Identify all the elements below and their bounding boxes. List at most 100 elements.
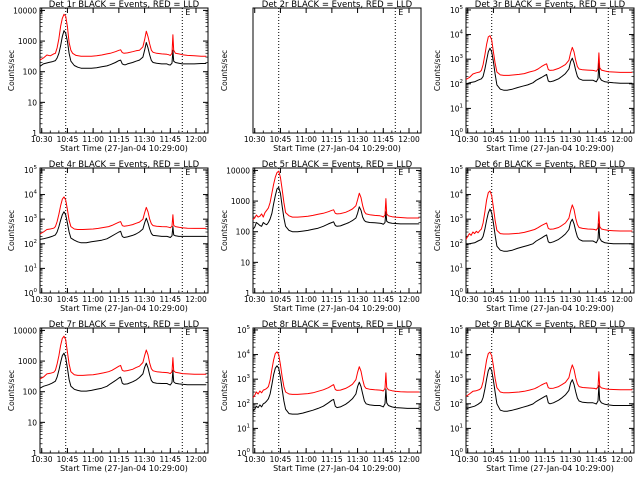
detector-panel-1: Det 1r BLACK = Events, RED = LLD 10:30 10:…	[7, 0, 209, 153]
x-tick-label: 11:15	[321, 455, 343, 464]
x-tick-label: 11:15	[321, 135, 343, 144]
x-tick-label: 11:45	[159, 295, 181, 304]
bracket-marker: E	[185, 168, 190, 177]
y-axis-label: Counts/sec	[220, 210, 229, 251]
x-tick-label: 10:30	[31, 135, 53, 144]
x-axis-label: Start Time (27-Jan-04 10:29:00)	[273, 144, 401, 153]
events-series-line	[39, 211, 207, 244]
x-tick-label: 11:30	[347, 455, 369, 464]
y-tick-label: 1000	[18, 357, 37, 366]
bracket-marker: E	[611, 168, 616, 177]
x-tick-label: 11:15	[534, 455, 556, 464]
events-series-line	[465, 47, 633, 91]
x-tick-label: 10:30	[457, 135, 479, 144]
y-tick-label: 102	[450, 79, 463, 89]
panel-title: Det 2r BLACK = Events, RED = LLD	[262, 0, 413, 10]
x-tick-label: 11:45	[159, 135, 181, 144]
y-tick-label: 100	[450, 448, 464, 458]
detector-panel-8: Det 8r BLACK = Events, RED = LLD 10:30 10:…	[220, 320, 422, 473]
x-tick-label: 12:00	[611, 455, 633, 464]
y-tick-label: 102	[450, 399, 463, 409]
lld-series-line	[39, 196, 207, 235]
x-tick-label: 11:00	[295, 135, 317, 144]
x-tick-label: 11:00	[82, 455, 104, 464]
detector-panel-9: Det 9r BLACK = Events, RED = LLD 10:30 10:…	[433, 320, 635, 473]
y-tick-label: 1000	[231, 197, 250, 206]
x-axis-label: Start Time (27-Jan-04 10:29:00)	[60, 304, 188, 313]
x-tick-label: 11:30	[347, 295, 369, 304]
y-axis-label: Counts/sec	[433, 50, 442, 91]
plot-frame	[465, 7, 635, 134]
x-tick-label: 11:15	[108, 455, 130, 464]
y-tick-label: 105	[24, 165, 38, 175]
y-tick-label: 10	[27, 98, 37, 107]
y-tick-label: 105	[450, 325, 464, 335]
x-tick-label: 10:45	[483, 455, 505, 464]
x-tick-label: 11:30	[134, 135, 156, 144]
x-axis-label: Start Time (27-Jan-04 10:29:00)	[273, 464, 401, 473]
y-tick-label: 10	[240, 258, 250, 267]
x-tick-label: 12:00	[398, 455, 420, 464]
x-tick-label: 11:30	[560, 295, 582, 304]
bracket-marker: E	[611, 8, 616, 17]
events-series-line	[465, 366, 633, 412]
x-tick-label: 12:00	[611, 295, 633, 304]
y-tick-label: 105	[237, 325, 251, 335]
events-series-line	[252, 365, 420, 415]
y-tick-label: 102	[450, 239, 463, 249]
x-tick-label: 11:15	[321, 295, 343, 304]
x-tick-label: 10:45	[57, 135, 79, 144]
y-tick-label: 102	[237, 399, 250, 409]
y-tick-label: 104	[450, 350, 464, 360]
x-tick-label: 11:30	[134, 455, 156, 464]
y-tick-label: 100	[237, 448, 251, 458]
bracket-marker: E	[398, 8, 403, 17]
y-tick-label: 1	[32, 129, 37, 138]
x-tick-label: 11:00	[295, 455, 317, 464]
y-tick-label: 100	[236, 228, 251, 237]
y-tick-label: 103	[450, 374, 464, 384]
x-tick-label: 12:00	[185, 295, 207, 304]
y-tick-label: 104	[450, 30, 464, 40]
x-tick-label: 11:45	[159, 455, 181, 464]
y-tick-label: 104	[24, 190, 38, 200]
x-tick-label: 11:45	[372, 295, 394, 304]
x-axis-label: Start Time (27-Jan-04 10:29:00)	[486, 144, 614, 153]
x-tick-label: 11:45	[585, 135, 607, 144]
y-axis-label: Counts/sec	[220, 370, 229, 411]
y-tick-label: 102	[24, 239, 37, 249]
x-tick-label: 10:30	[31, 295, 53, 304]
y-tick-label: 101	[237, 423, 250, 433]
panel-title: Det 4r BLACK = Events, RED = LLD	[49, 160, 200, 170]
plot-frame	[465, 327, 635, 454]
y-tick-label: 103	[24, 214, 38, 224]
detector-panel-6: Det 6r BLACK = Events, RED = LLD 10:30 10:…	[433, 160, 635, 313]
panel-title: Det 9r BLACK = Events, RED = LLD	[475, 320, 626, 330]
y-tick-label: 103	[450, 214, 464, 224]
y-tick-label: 101	[450, 103, 463, 113]
x-tick-label: 11:00	[295, 295, 317, 304]
lld-series-line	[465, 351, 633, 397]
x-tick-label: 11:00	[508, 295, 530, 304]
x-tick-label: 11:15	[108, 135, 130, 144]
bracket-marker: E	[185, 8, 190, 17]
x-tick-label: 10:45	[483, 135, 505, 144]
lld-series-line	[39, 13, 207, 61]
x-tick-label: 11:00	[508, 135, 530, 144]
lld-series-line	[252, 351, 420, 398]
y-tick-label: 103	[237, 374, 251, 384]
plot-frame	[39, 167, 209, 294]
bracket-marker: E	[185, 328, 190, 337]
lld-series-line	[252, 170, 420, 220]
y-tick-label: 101	[450, 423, 463, 433]
x-tick-label: 11:15	[534, 135, 556, 144]
y-tick-label: 105	[450, 5, 464, 15]
x-tick-label: 10:45	[270, 295, 292, 304]
plot-frame	[39, 327, 209, 454]
x-tick-label: 11:00	[508, 455, 530, 464]
events-series-line	[252, 186, 420, 233]
plot-frame	[252, 167, 422, 294]
x-tick-label: 10:45	[270, 135, 292, 144]
y-tick-label: 10000	[226, 166, 250, 175]
